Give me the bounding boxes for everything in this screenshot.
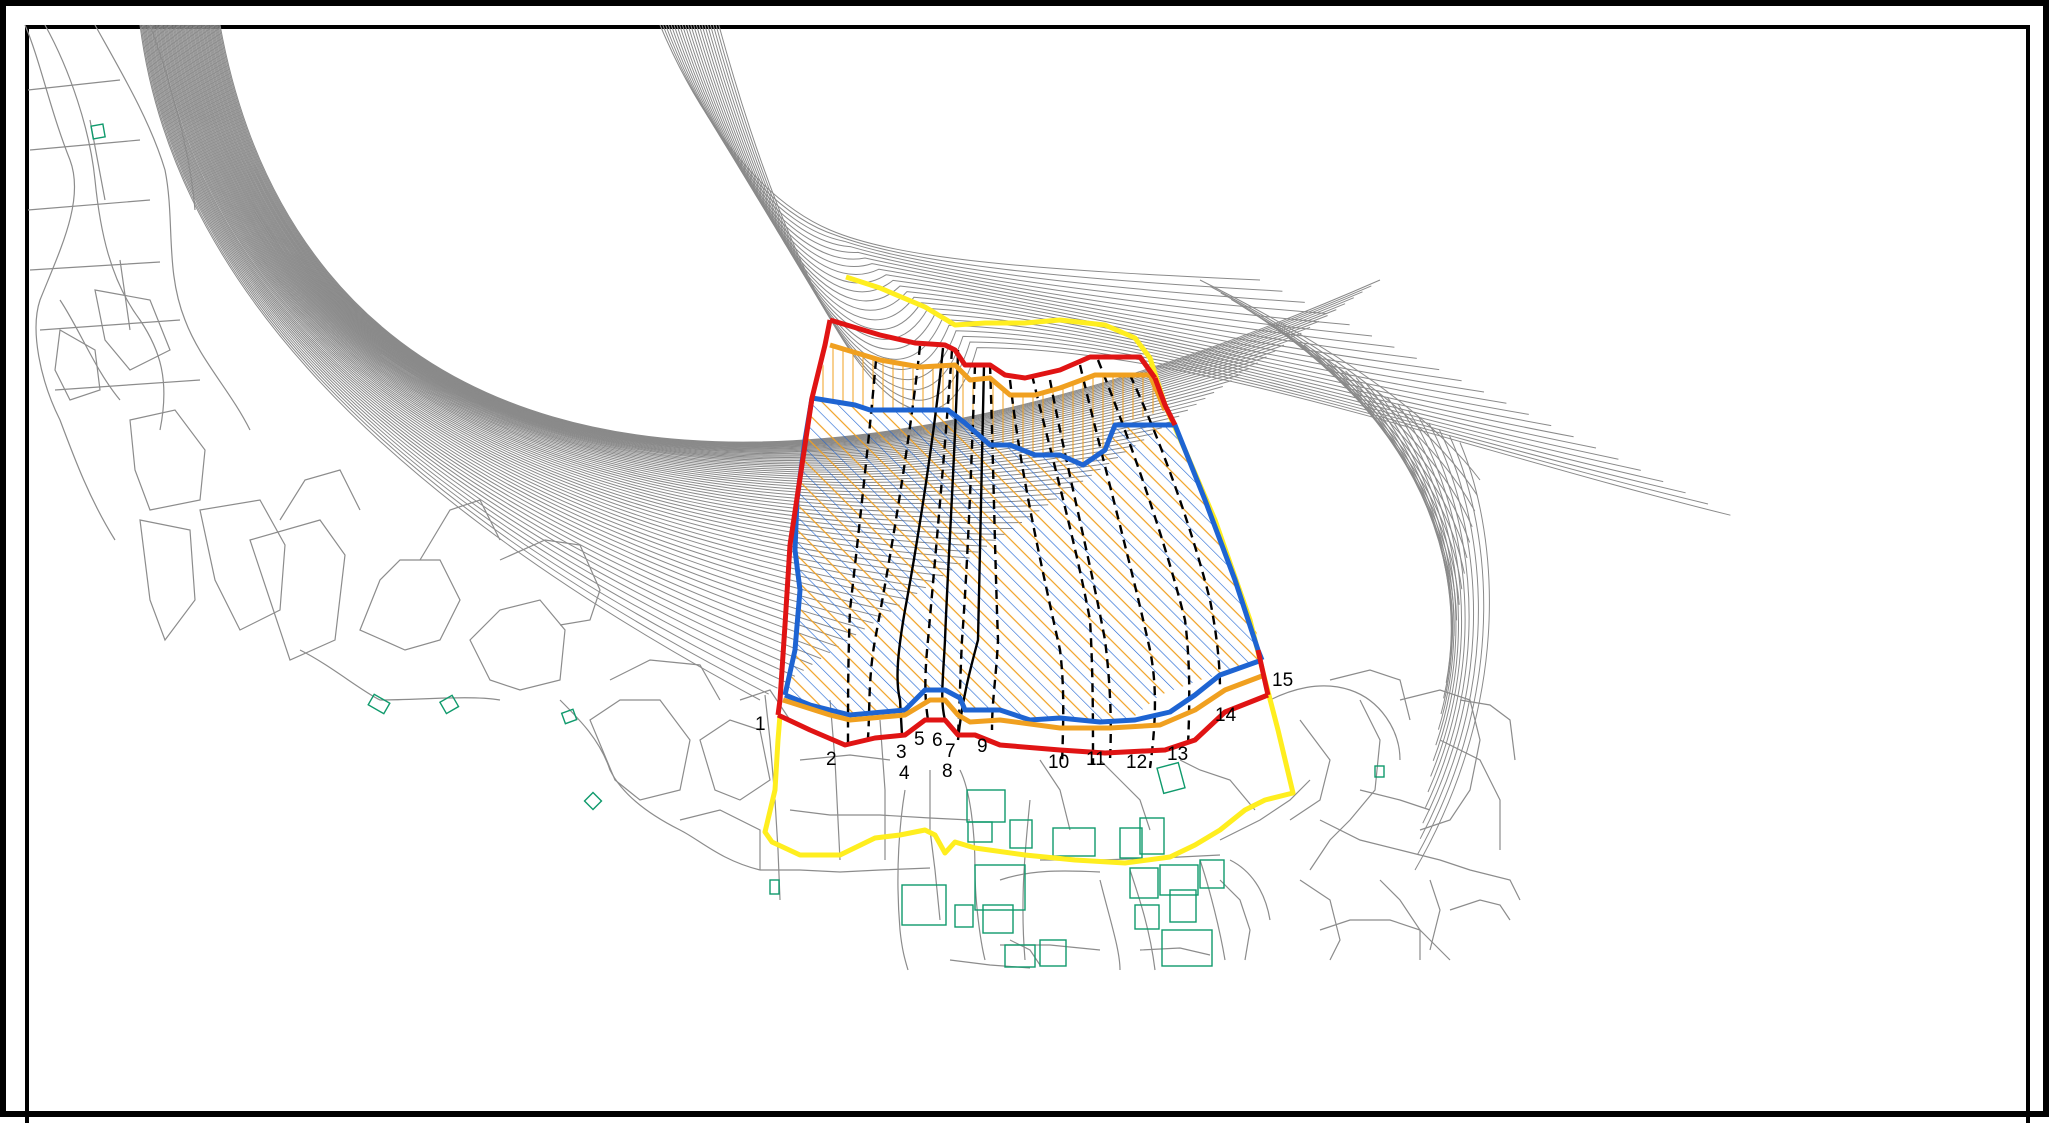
section-line-11b bbox=[1048, 379, 1112, 761]
section-line-5 bbox=[924, 349, 954, 721]
contour-line bbox=[1376, 390, 1457, 746]
contour-line bbox=[165, 24, 961, 565]
section-label-4: 4 bbox=[899, 763, 910, 784]
contour-line bbox=[163, 24, 944, 577]
contour-line bbox=[157, 24, 900, 606]
section-line-11 bbox=[1030, 374, 1095, 766]
contour-line bbox=[146, 24, 813, 665]
contour-line bbox=[142, 24, 787, 683]
contour-line bbox=[667, 24, 1328, 315]
section-label-12: 12 bbox=[1126, 752, 1147, 773]
contour-line bbox=[164, 24, 953, 571]
contour-line bbox=[140, 24, 769, 695]
contour-line bbox=[171, 24, 1005, 535]
contour-line bbox=[1345, 370, 1452, 699]
contour-line bbox=[1417, 416, 1470, 808]
map-inner-frame bbox=[25, 25, 2030, 1123]
contour-line bbox=[162, 24, 935, 583]
section-label-5: 5 bbox=[914, 729, 925, 750]
orange-boundary bbox=[782, 342, 1263, 731]
contour-line bbox=[151, 24, 857, 636]
contour-line bbox=[1386, 396, 1459, 761]
contour-line bbox=[149, 24, 839, 648]
contour-line bbox=[673, 24, 1373, 337]
parcel-boundaries bbox=[24, 24, 1521, 971]
contour-line bbox=[159, 24, 918, 594]
contour-line bbox=[148, 24, 831, 654]
contour-line bbox=[147, 24, 822, 660]
contour-line bbox=[158, 24, 909, 600]
section-line-10 bbox=[1008, 379, 1065, 766]
section-label-15: 15 bbox=[1272, 670, 1293, 691]
contour-line bbox=[1414, 442, 1490, 871]
section-label-14: 14 bbox=[1215, 705, 1237, 726]
section-line-12 bbox=[1078, 364, 1157, 769]
contour-line bbox=[718, 24, 1731, 516]
section-label-2: 2 bbox=[826, 749, 837, 770]
contour-line bbox=[659, 24, 1261, 281]
contour-line bbox=[1355, 377, 1453, 715]
contour-line bbox=[1422, 422, 1474, 824]
contour-line bbox=[155, 24, 883, 618]
contour-line bbox=[1334, 364, 1452, 683]
contour-line bbox=[1293, 338, 1458, 621]
contour-line bbox=[154, 24, 874, 624]
contour-line bbox=[676, 24, 1395, 348]
section-label-10: 10 bbox=[1048, 752, 1069, 773]
contour-line bbox=[169, 24, 996, 541]
survey-area-boundary bbox=[762, 274, 1296, 866]
section-line-9 bbox=[988, 364, 1000, 731]
contour-line bbox=[150, 24, 848, 642]
section-line-8 bbox=[956, 364, 986, 741]
contour-line bbox=[1199, 279, 1481, 481]
contour-line bbox=[167, 24, 979, 553]
section-label-13: 13 bbox=[1167, 744, 1188, 765]
section-label-6: 6 bbox=[932, 730, 943, 751]
buildings bbox=[90, 123, 1385, 968]
section-label-9: 9 bbox=[977, 736, 988, 757]
section-label-8: 8 bbox=[942, 761, 953, 782]
section-line-14 bbox=[1128, 374, 1222, 691]
contour-line bbox=[145, 24, 804, 671]
contour-line bbox=[1366, 383, 1455, 730]
contour-line bbox=[144, 24, 796, 677]
section-labels: 1 2 3 4 5 6 7 8 9 10 11 12 13 14 15 bbox=[755, 670, 1293, 784]
section-line-4 bbox=[896, 347, 945, 736]
contour-line bbox=[1397, 403, 1463, 777]
section-label-1: 1 bbox=[755, 714, 766, 735]
red-boundary bbox=[775, 317, 1271, 756]
section-label-3: 3 bbox=[896, 742, 907, 763]
contour-line bbox=[156, 24, 892, 612]
contour-line bbox=[166, 24, 970, 559]
contour-line bbox=[1417, 435, 1485, 855]
section-label-7: 7 bbox=[945, 741, 956, 762]
contour-line bbox=[160, 24, 926, 589]
contour-line bbox=[1230, 299, 1473, 528]
contour-line bbox=[141, 24, 778, 689]
contour-line bbox=[218, 24, 1372, 443]
contour-line bbox=[679, 24, 1417, 359]
contour-line bbox=[1419, 429, 1479, 840]
contour-line bbox=[1407, 409, 1466, 793]
section-label-11: 11 bbox=[1086, 749, 1106, 770]
contour-line bbox=[665, 24, 1305, 303]
contour-line bbox=[715, 24, 1709, 505]
contour-line bbox=[712, 24, 1686, 494]
contour-line bbox=[153, 24, 865, 630]
contour-line bbox=[1272, 325, 1463, 590]
contour-line bbox=[168, 24, 988, 547]
section-line-2 bbox=[846, 359, 878, 746]
